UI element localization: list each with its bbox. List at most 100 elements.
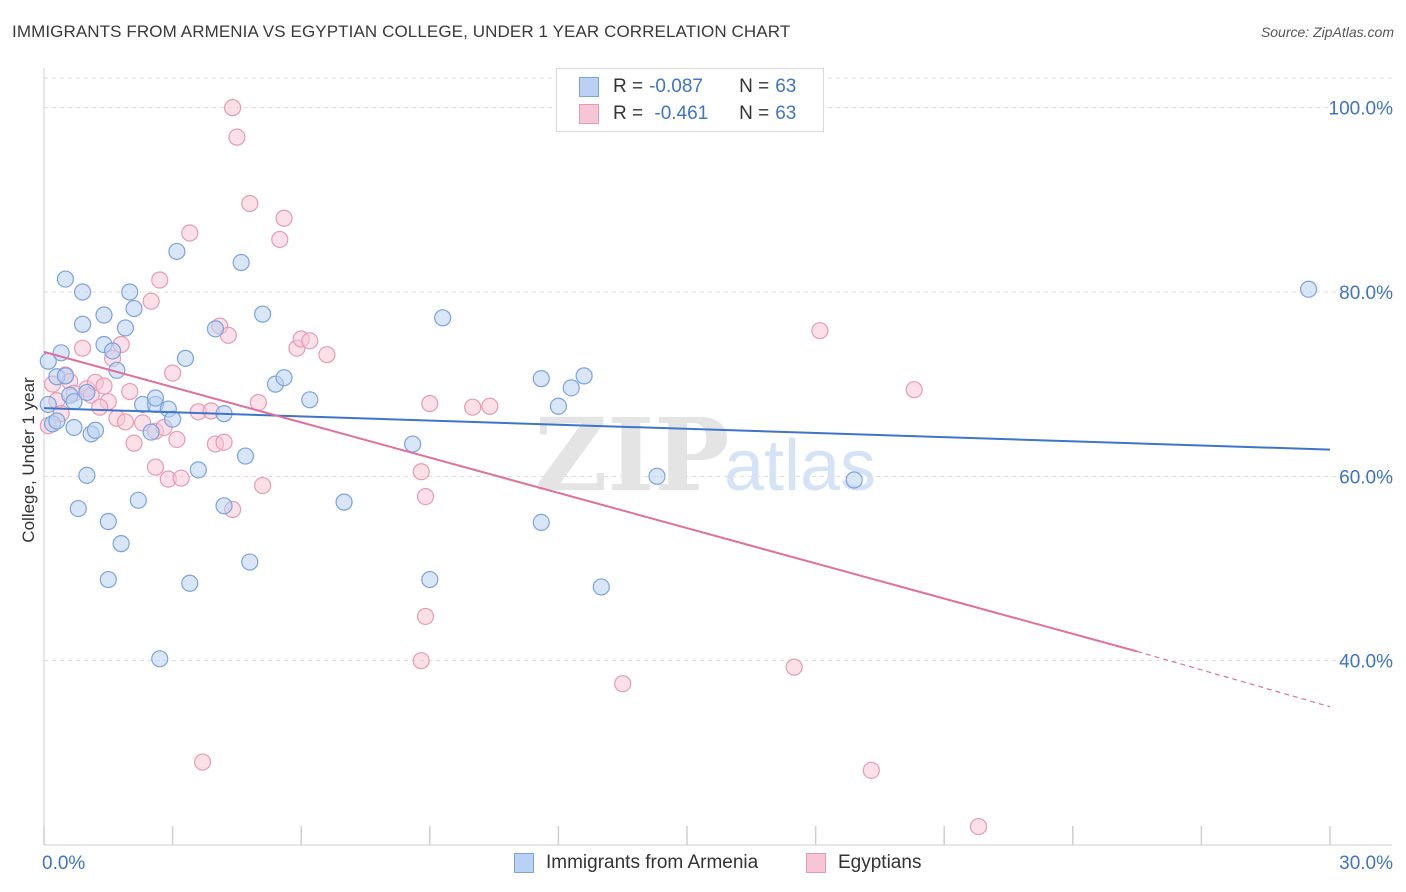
armenia-point [56, 270, 75, 288]
armenia-point [549, 397, 568, 415]
legend-label-egyptians: Egyptians [838, 852, 922, 873]
armenia-point [151, 650, 169, 668]
egyptians-point [91, 398, 109, 416]
watermark: ZIP atlas [535, 396, 877, 514]
armenia-point [146, 389, 165, 407]
legend-n-value: 63 [775, 103, 797, 124]
chart-title: IMMIGRANTS FROM ARMENIA VS EGYPTIAN COLL… [12, 22, 791, 41]
armenia-point [65, 418, 83, 437]
egyptians-point [412, 463, 430, 481]
armenia-point [112, 535, 130, 553]
armenia-point [189, 461, 207, 479]
armenia-point [236, 447, 255, 465]
legend-swatch-pink [806, 853, 826, 873]
egyptians-point [416, 488, 435, 506]
armenia-point [335, 493, 353, 511]
egyptians-point [421, 394, 439, 413]
egyptians-point [172, 469, 190, 487]
armenia-point [48, 412, 66, 430]
armenia-point [575, 367, 593, 385]
legend-r-value: -0.461 [649, 103, 709, 124]
egyptians-trend-line [43, 350, 1138, 653]
egyptians-point [241, 194, 259, 213]
legend-r-value: -0.087 [649, 76, 703, 97]
egyptians-point [151, 271, 169, 289]
armenia-point [434, 309, 452, 327]
armenia-point [562, 379, 580, 397]
egyptians-point [125, 434, 143, 452]
armenia-point [116, 319, 135, 337]
legend-swatch-pink [579, 104, 599, 124]
armenia-point [254, 305, 272, 323]
armenia-point [86, 421, 105, 439]
egyptians-point [73, 339, 92, 357]
armenia-point [121, 283, 139, 301]
trend-lines [43, 350, 1331, 708]
armenia-point [103, 342, 122, 360]
armenia-point [129, 491, 147, 509]
armenia-point [78, 466, 96, 485]
armenia-point [1299, 280, 1318, 298]
tick-labels: 40.0% 60.0% 80.0% 100.0% 0.0% 30.0% [42, 99, 1393, 874]
egyptians-point [464, 398, 482, 416]
legend-item-egyptians: Egyptians [806, 852, 921, 874]
armenia-point [78, 383, 96, 402]
armenia-point [532, 370, 550, 388]
armenia-point [99, 512, 117, 531]
egyptians-point [785, 658, 803, 676]
correlation-legend: R = -0.087 N = 63 R = -0.461 N = 63 [556, 68, 824, 132]
legend-n-value: 63 [775, 76, 797, 97]
armenia-point [164, 410, 182, 428]
egyptians-point [168, 430, 186, 449]
legend-item-armenia: Immigrants from Armenia [514, 852, 758, 874]
legend-swatch-blue [514, 853, 534, 873]
armenia-point [69, 499, 87, 518]
legend-r-label: R = [613, 76, 644, 97]
y-tick-label: 60.0% [1339, 467, 1393, 488]
armenia-point [142, 423, 160, 441]
armenia-point [275, 369, 293, 387]
armenia-point [168, 242, 186, 261]
source-label: Source: ZipAtlas.com [1260, 24, 1394, 40]
y-tick-label: 100.0% [1329, 99, 1394, 120]
egyptians-point [254, 476, 272, 495]
legend-n-label: N = [739, 103, 770, 124]
egyptians-point [862, 761, 880, 779]
egyptians-point [275, 209, 293, 227]
egyptians-point [181, 224, 199, 242]
armenia-point [648, 467, 666, 485]
armenia-point [301, 391, 319, 409]
y-axis-label: College, Under 1 year [19, 377, 38, 543]
armenia-point [125, 299, 143, 318]
legend-label-armenia: Immigrants from Armenia [546, 852, 759, 873]
egyptians-point [416, 607, 435, 626]
legend-r-label: R = [613, 103, 644, 124]
armenia-point [176, 349, 195, 367]
armenia-point [39, 395, 57, 414]
egyptians-point [224, 99, 242, 117]
egyptians-point [271, 230, 289, 249]
egyptians-point [164, 364, 182, 382]
armenia-trend-line [43, 407, 1331, 451]
x-tick-label-max: 30.0% [1339, 853, 1393, 874]
armenia-point [206, 320, 225, 338]
armenia-point [215, 497, 233, 515]
legend-row-armenia: R = -0.087 N = 63 [579, 74, 796, 100]
series-legend: Immigrants from Armenia Egyptians [0, 852, 1406, 878]
armenia-point [845, 471, 863, 489]
armenia-point [99, 570, 117, 589]
egyptians-point [215, 433, 233, 451]
egyptians-point [412, 652, 430, 670]
egyptians-point [116, 413, 135, 431]
armenia-point [181, 574, 199, 592]
egyptians-point [228, 128, 246, 146]
x-tick-label-min: 0.0% [42, 853, 85, 874]
y-tick-label: 40.0% [1339, 652, 1393, 673]
armenia-point [56, 367, 75, 385]
egyptians-point [301, 332, 319, 350]
egyptians-point [481, 397, 499, 415]
egyptians-point [142, 292, 160, 310]
armenia-point [404, 435, 422, 453]
watermark-zip: ZIP [535, 396, 730, 514]
